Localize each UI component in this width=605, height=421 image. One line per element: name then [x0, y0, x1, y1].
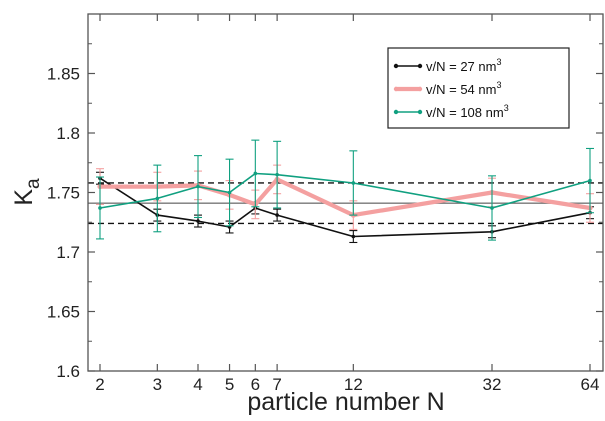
- x-tick-label: 12: [344, 375, 363, 394]
- legend-label-text: v/N = 54 nm: [426, 82, 496, 97]
- y-tick-label: 1.75: [47, 184, 80, 203]
- legend-swatch-marker: [417, 86, 423, 92]
- x-tick-label: 32: [483, 375, 502, 394]
- legend-swatch-marker: [393, 63, 399, 69]
- x-tick-label: 5: [225, 375, 234, 394]
- y-tick-label: 1.6: [56, 362, 80, 381]
- y-tick-label: 1.8: [56, 124, 80, 143]
- x-tick-label: 3: [153, 375, 162, 394]
- y-tick-label: 1.85: [47, 65, 80, 84]
- data-point: [196, 184, 200, 189]
- x-tick-label: 64: [581, 375, 600, 394]
- data-point: [253, 171, 258, 176]
- legend-label: v/N = 108 nm3: [426, 103, 509, 120]
- series-2: [96, 164, 594, 230]
- data-point: [196, 219, 200, 223]
- x-tick-label: 2: [95, 375, 104, 394]
- y-tick-label: 1.7: [56, 243, 80, 262]
- x-axis-title: particle number N: [247, 388, 444, 416]
- legend-swatch-marker: [417, 63, 423, 69]
- y-axis-title-sub: a: [23, 178, 44, 189]
- data-point: [98, 206, 102, 210]
- y-axis: 1.6 1.65 1.7 1.75 1.8 1.85: [47, 43, 603, 381]
- legend-swatch-marker: [393, 109, 399, 115]
- x-axis: 2 3 4 5 6 7 12 32 64: [95, 14, 599, 394]
- series-3: [96, 139, 594, 241]
- legend-label-sup: 3: [496, 80, 501, 90]
- data-point: [588, 178, 592, 183]
- data-point: [351, 181, 356, 185]
- legend-label: v/N = 27 nm3: [426, 57, 501, 74]
- legend-label-text: v/N = 27 nm: [426, 59, 496, 74]
- legend-label-sup: 3: [504, 103, 509, 113]
- y-axis-title: Ka: [10, 178, 44, 206]
- y-axis-title-main: K: [10, 189, 38, 206]
- legend-label: v/N = 54 nm3: [426, 80, 501, 97]
- legend-label-sup: 3: [496, 57, 501, 67]
- legend-swatch-marker: [393, 86, 399, 92]
- data-point: [155, 196, 160, 201]
- reference-lines: [88, 182, 603, 225]
- data-point: [275, 172, 279, 177]
- x-tick-label: 6: [251, 375, 260, 394]
- svg-text:Ka: Ka: [10, 178, 44, 206]
- x-tick-label: 4: [193, 375, 202, 394]
- legend-label-text: v/N = 108 nm: [426, 105, 504, 120]
- y-tick-label: 1.65: [47, 303, 80, 322]
- series-line: [100, 177, 591, 218]
- series-layer: [96, 139, 594, 244]
- legend-swatch-marker: [417, 109, 423, 115]
- data-point: [490, 206, 494, 210]
- data-point: [275, 213, 279, 217]
- data-point: [227, 190, 232, 195]
- x-tick-label: 7: [272, 375, 281, 394]
- data-point: [351, 234, 356, 239]
